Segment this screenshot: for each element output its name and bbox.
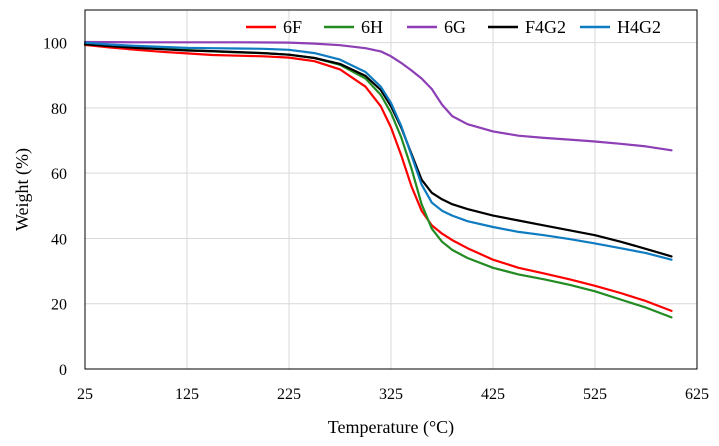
grid (84, 10, 698, 370)
legend-label-h4g2: H4G2 (617, 17, 661, 37)
plot-area-frame (84, 9, 698, 370)
legend-label-6h: 6H (361, 17, 383, 37)
x-tick-label: 225 (277, 386, 301, 403)
x-tick-label: 125 (175, 386, 199, 403)
series-line-f4g2 (83, 43, 673, 258)
series-line-6g (83, 40, 673, 152)
series-line-h4g2 (83, 41, 673, 261)
x-tick-label: 25 (77, 386, 93, 403)
legend-label-f4g2: F4G2 (525, 17, 566, 37)
series-lines (83, 40, 673, 319)
y-tick-label: 100 (43, 36, 67, 53)
legend: 6F 6H 6G F4G2 H4G2 (246, 17, 661, 37)
y-tick-label: 60 (51, 166, 67, 183)
series-line-6f (83, 43, 673, 312)
legend-label-6f: 6F (283, 17, 302, 37)
y-tick-label: 80 (51, 101, 67, 118)
x-tick-label: 425 (481, 386, 505, 403)
y-axis-title: Weight (%) (12, 148, 33, 231)
tick-labels: 25 125 225 325 425 525 625 0 20 40 60 80 100 (43, 36, 709, 403)
y-tick-label: 20 (51, 297, 67, 314)
x-tick-label: 325 (379, 386, 403, 403)
x-axis-title: Temperature (°C) (328, 417, 454, 438)
legend-label-6g: 6G (444, 17, 466, 37)
x-tick-label: 525 (583, 386, 607, 403)
y-tick-label: 40 (51, 231, 67, 248)
y-tick-label: 0 (59, 362, 67, 379)
x-tick-label: 625 (685, 386, 709, 403)
